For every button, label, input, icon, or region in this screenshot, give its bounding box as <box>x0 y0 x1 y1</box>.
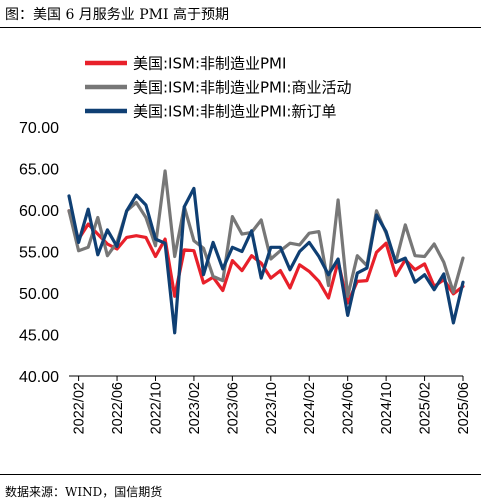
x-tick-label: 2025/06 <box>456 382 472 434</box>
title-divider <box>0 27 481 28</box>
x-tick-label: 2022/06 <box>110 382 126 434</box>
x-tick-label: 2025/02 <box>418 382 434 434</box>
x-tick-label: 2024/06 <box>341 382 357 434</box>
chart-title: 图：美国 6 月服务业 PMI 高于预期 <box>5 7 229 23</box>
y-tick-label: 60.00 <box>19 203 59 220</box>
y-tick-label: 50.00 <box>19 286 59 303</box>
series-line-3 <box>67 186 465 335</box>
x-axis: 2022/02 2022/06 2022/10 2023/02 2023/06 2023/… <box>69 375 472 434</box>
y-tick-label: 45.00 <box>19 328 59 345</box>
footer-divider <box>0 474 481 475</box>
legend-label-1: 美国:ISM:非制造业PMI <box>133 55 286 73</box>
x-tick-label: 2022/02 <box>72 382 88 434</box>
x-tick-label: 2023/10 <box>264 382 280 434</box>
data-source: 数据来源：WIND，国信期货 <box>5 485 163 499</box>
x-tick-label: 2022/10 <box>148 382 164 434</box>
x-tick-label: 2024/02 <box>302 382 318 434</box>
series-line-2 <box>67 169 465 298</box>
series-line-1 <box>67 209 465 305</box>
y-tick-label: 55.00 <box>19 245 59 262</box>
legend: 美国:ISM:非制造业PMI 美国:ISM:非制造业PMI:商业活动美国:ISM:… <box>85 55 351 121</box>
y-tick-label: 65.00 <box>19 162 59 179</box>
x-tick-label: 2024/10 <box>379 382 395 434</box>
y-tick-label: 70.00 <box>19 120 59 137</box>
x-tick-label: 2023/02 <box>187 382 203 434</box>
legend-label-3: 美国:ISM:非制造业PMI:新订单 <box>133 103 336 121</box>
x-tick-label: 2023/06 <box>225 382 241 434</box>
y-tick-label: 40.00 <box>19 369 59 386</box>
legend-label-2: 美国:ISM:非制造业PMI:商业活动 <box>133 79 351 97</box>
y-axis: 40.00 45.00 50.00 55.00 60.00 65.00 70.00 <box>19 120 59 386</box>
series-lines <box>67 169 465 335</box>
